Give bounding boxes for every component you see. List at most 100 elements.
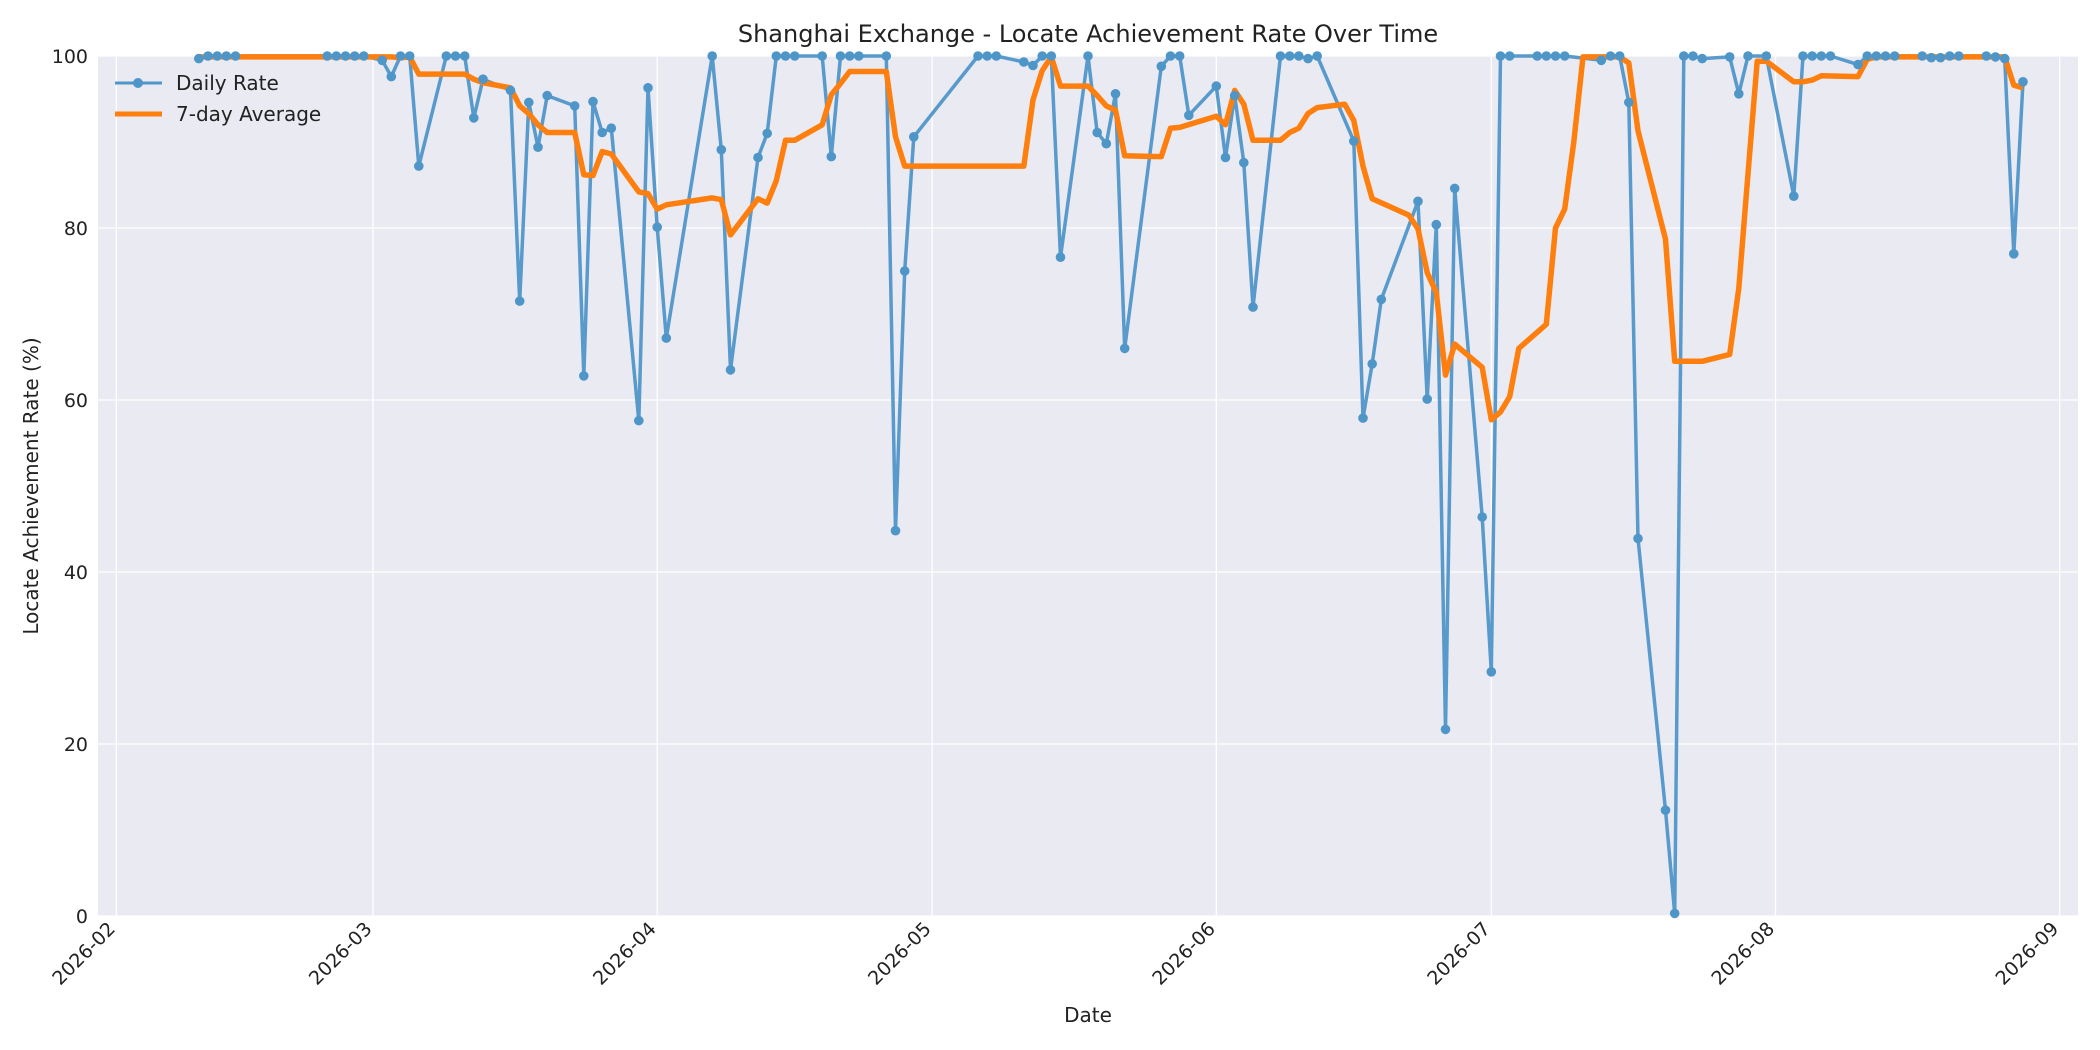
seven-day-average-line — [198, 54, 2024, 423]
daily-rate-point — [221, 51, 232, 61]
daily-rate-point — [1660, 805, 1671, 815]
daily-rate-point — [1862, 51, 1872, 61]
daily-rate-point — [1559, 51, 1570, 61]
daily-rate-point — [1532, 51, 1542, 61]
y-tick-label: 100 — [52, 46, 88, 68]
daily-rate-point — [340, 51, 351, 61]
daily-rate-point — [973, 51, 983, 61]
daily-rate-point — [1220, 152, 1231, 163]
daily-rate-point — [1229, 90, 1240, 101]
daily-rate-point — [1349, 136, 1359, 146]
daily-rate-point — [349, 51, 360, 61]
daily-rate-point — [331, 51, 342, 61]
daily-rate-point — [579, 371, 589, 381]
daily-rate-point — [1101, 138, 1112, 149]
daily-rate-point — [1724, 52, 1735, 62]
daily-rate-point — [771, 51, 782, 61]
daily-rate-point — [230, 51, 241, 61]
daily-rate-point — [524, 97, 534, 108]
daily-rate-point — [1119, 343, 1130, 354]
daily-rate-point — [606, 123, 617, 133]
legend-avg-label: 7-day Average — [176, 102, 321, 126]
daily-rate-point — [1358, 413, 1368, 423]
daily-rate-point — [991, 51, 1002, 61]
daily-rate-point — [377, 55, 388, 66]
daily-rate-point — [909, 132, 919, 142]
daily-rate-point — [1935, 52, 1946, 63]
daily-rate-point — [1211, 81, 1222, 91]
daily-rate-point — [780, 51, 791, 61]
daily-rate-point — [1853, 59, 1863, 70]
daily-rate-point — [1431, 219, 1442, 230]
daily-rate-point — [1440, 724, 1451, 735]
daily-rate-point — [899, 266, 910, 276]
daily-rate-point — [1871, 51, 1882, 61]
daily-rate-point — [322, 51, 333, 61]
daily-rate-point — [1028, 60, 1038, 71]
daily-rate-point — [1486, 667, 1497, 677]
daily-rate-point — [2009, 249, 2019, 259]
daily-rate-point — [890, 525, 901, 536]
daily-rate-point — [1917, 51, 1927, 61]
daily-rate-point — [1248, 302, 1258, 312]
daily-rate-point — [817, 51, 827, 61]
daily-rate-point — [1880, 51, 1891, 61]
daily-rate-point — [1944, 51, 1955, 61]
daily-rate-point — [844, 51, 855, 61]
daily-rate-point — [725, 365, 736, 375]
daily-rate-point — [1981, 51, 1992, 61]
daily-rate-point — [1798, 51, 1808, 61]
daily-rate-point — [643, 83, 653, 93]
daily-rate-point — [1312, 51, 1322, 61]
daily-rate-point — [1239, 157, 1249, 168]
daily-rate-point — [588, 96, 598, 107]
daily-rate-point — [1275, 51, 1286, 61]
daily-rate-point — [1449, 183, 1460, 194]
daily-rate-point — [212, 51, 222, 61]
y-tick-label: 0 — [76, 906, 88, 928]
daily-rate-point — [1669, 908, 1680, 919]
daily-rate-point — [203, 51, 213, 61]
daily-rate-point — [753, 152, 763, 163]
daily-rate-point — [1688, 51, 1698, 61]
y-axis-ticks: 0 20 40 60 80 100 — [52, 46, 88, 928]
daily-rate-point — [1734, 89, 1744, 99]
daily-rate-point — [1294, 51, 1304, 61]
daily-rate-point — [1614, 51, 1625, 61]
daily-rate-point — [459, 51, 470, 61]
daily-rate-point — [1550, 51, 1561, 61]
daily-rate-point — [359, 51, 369, 61]
legend: Daily Rate 7-day Average — [115, 71, 321, 126]
daily-rate-point — [597, 127, 607, 138]
daily-rate-point — [634, 415, 644, 426]
daily-rate-point — [652, 222, 662, 232]
daily-rate-point — [1413, 196, 1423, 207]
daily-rate-point — [404, 51, 415, 61]
daily-rate-point — [569, 101, 580, 111]
daily-rate-point — [1697, 53, 1707, 64]
daily-rate-point — [707, 51, 717, 61]
daily-rate-point — [1284, 51, 1295, 61]
daily-rate-point — [1743, 51, 1753, 61]
daily-rate-point — [1110, 89, 1121, 99]
daily-rate-point — [1990, 52, 2001, 62]
daily-rate-point — [395, 51, 406, 61]
daily-rate-point — [1605, 51, 1616, 61]
legend-daily-label: Daily Rate — [176, 71, 279, 95]
daily-rate-point — [1889, 51, 1900, 61]
y-axis-label: Locate Achievement Rate (%) — [19, 337, 43, 634]
daily-rate-point — [441, 51, 452, 61]
y-tick-label: 40 — [64, 562, 88, 584]
plot-area — [98, 56, 2078, 916]
daily-rate-point — [542, 90, 552, 101]
daily-rate-point — [514, 296, 525, 306]
x-axis-label: Date — [1064, 1003, 1112, 1027]
daily-rate-point — [1376, 294, 1387, 305]
daily-rate-point — [1037, 51, 1047, 61]
daily-rate-point — [478, 74, 488, 84]
daily-rate-point — [1367, 359, 1377, 369]
daily-rate-markers — [194, 51, 2028, 919]
daily-rate-point — [533, 142, 543, 152]
daily-rate-point — [1633, 533, 1643, 544]
